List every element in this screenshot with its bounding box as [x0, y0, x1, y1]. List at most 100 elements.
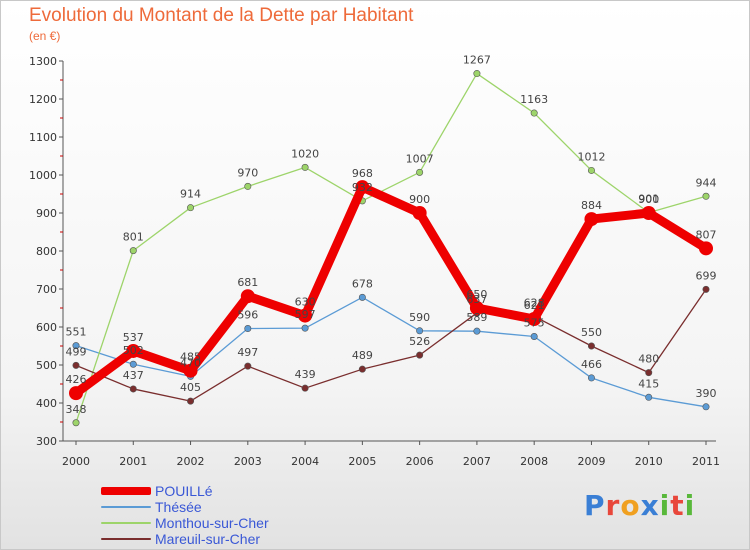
x-tick-label: 2005	[348, 455, 376, 468]
data-point	[412, 206, 427, 220]
logo-letter: o	[620, 489, 641, 522]
data-label: 497	[237, 346, 258, 359]
y-tick-label: 1200	[29, 93, 57, 106]
data-point	[298, 308, 313, 323]
data-label: 589	[466, 311, 487, 324]
legend-label: Thésée	[155, 499, 202, 515]
data-point	[587, 166, 595, 174]
chart-unit: (en €)	[29, 29, 61, 43]
data-label: 970	[237, 166, 258, 179]
data-label: 502	[123, 344, 144, 357]
data-label: 678	[352, 277, 373, 290]
data-label: 489	[352, 349, 373, 362]
data-label: 526	[409, 335, 430, 348]
x-tick-label: 2008	[520, 455, 548, 468]
legend-swatch	[101, 522, 151, 524]
logo-letter: x	[640, 489, 660, 522]
data-label: 596	[237, 309, 258, 322]
data-label: 499	[66, 345, 87, 358]
data-point	[244, 182, 252, 190]
data-label: 914	[180, 188, 201, 201]
x-tick-label: 2004	[291, 455, 319, 468]
data-point	[187, 397, 195, 405]
x-tick-label: 2006	[406, 455, 434, 468]
data-label: 575	[524, 317, 545, 330]
x-tick-label: 2001	[119, 455, 147, 468]
data-label: 426	[66, 373, 87, 386]
data-label: 597	[295, 308, 316, 321]
series-line	[71, 182, 711, 398]
data-point	[129, 360, 137, 368]
series-line	[75, 296, 707, 408]
data-point	[702, 192, 710, 200]
data-label: 637	[466, 293, 487, 306]
x-tick-label: 2003	[234, 455, 262, 468]
data-label: 405	[180, 381, 201, 394]
data-point	[473, 70, 481, 78]
y-tick-label: 500	[36, 359, 57, 372]
y-tick-label: 700	[36, 283, 57, 296]
data-point	[129, 385, 137, 393]
data-point	[69, 386, 83, 401]
data-point	[358, 365, 366, 373]
data-label: 900	[409, 193, 430, 206]
data-label: 1012	[577, 150, 605, 163]
data-point	[301, 384, 309, 392]
data-point	[530, 332, 538, 340]
data-label: 901	[638, 193, 659, 206]
data-label: 470	[180, 356, 201, 369]
y-tick-label: 400	[36, 397, 57, 410]
data-label: 801	[123, 231, 144, 244]
data-label: 900	[638, 193, 659, 206]
series-line	[75, 72, 707, 424]
data-label: 1020	[291, 147, 319, 160]
data-label: 932	[352, 181, 373, 194]
data-point	[416, 351, 424, 359]
y-tick-label: 1300	[29, 55, 57, 68]
data-point	[301, 324, 309, 332]
legend-item-mareuil-sur-cher[interactable]: Mareuil-sur-Cher	[101, 531, 361, 547]
legend-swatch	[101, 538, 151, 540]
data-point	[702, 285, 710, 293]
data-label: 621	[524, 299, 545, 312]
data-label: 1007	[406, 152, 434, 165]
data-point	[702, 403, 710, 411]
logo-letter: i	[684, 489, 696, 522]
chart-title: Evolution du Montant de la Dette par Hab…	[29, 5, 414, 26]
x-tick-label: 2000	[62, 455, 90, 468]
y-tick-label: 300	[36, 435, 57, 448]
data-point	[72, 342, 80, 350]
data-point	[244, 325, 252, 333]
data-point	[645, 393, 653, 401]
data-label: 550	[581, 326, 602, 339]
legend: POUILLé Thésée Monthou-sur-Cher Mareuil-…	[101, 483, 361, 547]
legend-label: POUILLé	[155, 483, 213, 499]
data-point	[183, 363, 198, 378]
data-label: 630	[295, 296, 316, 309]
data-point	[72, 361, 80, 369]
data-label: 348	[66, 403, 87, 416]
legend-swatch	[101, 506, 151, 508]
data-point	[641, 206, 656, 220]
data-point	[126, 343, 141, 358]
data-point	[699, 241, 713, 256]
data-label: 437	[123, 369, 144, 382]
data-label: 1163	[520, 93, 548, 106]
data-point	[473, 327, 481, 335]
data-point	[587, 374, 595, 382]
data-label: 968	[352, 167, 373, 180]
legend-item-monthou-sur-cher[interactable]: Monthou-sur-Cher	[101, 515, 361, 531]
data-point	[187, 204, 195, 212]
legend-item-thesee[interactable]: Thésée	[101, 499, 361, 515]
x-tick-label: 2002	[177, 455, 205, 468]
series-line	[75, 288, 707, 402]
proxiti-logo[interactable]: Proxiti	[584, 489, 695, 522]
data-point	[645, 369, 653, 377]
data-label: 699	[696, 269, 717, 282]
data-point	[240, 289, 255, 304]
legend-item-pouille[interactable]: POUILLé	[101, 483, 361, 499]
y-tick-label: 600	[36, 321, 57, 334]
data-label: 415	[638, 377, 659, 390]
data-label: 551	[66, 326, 87, 339]
